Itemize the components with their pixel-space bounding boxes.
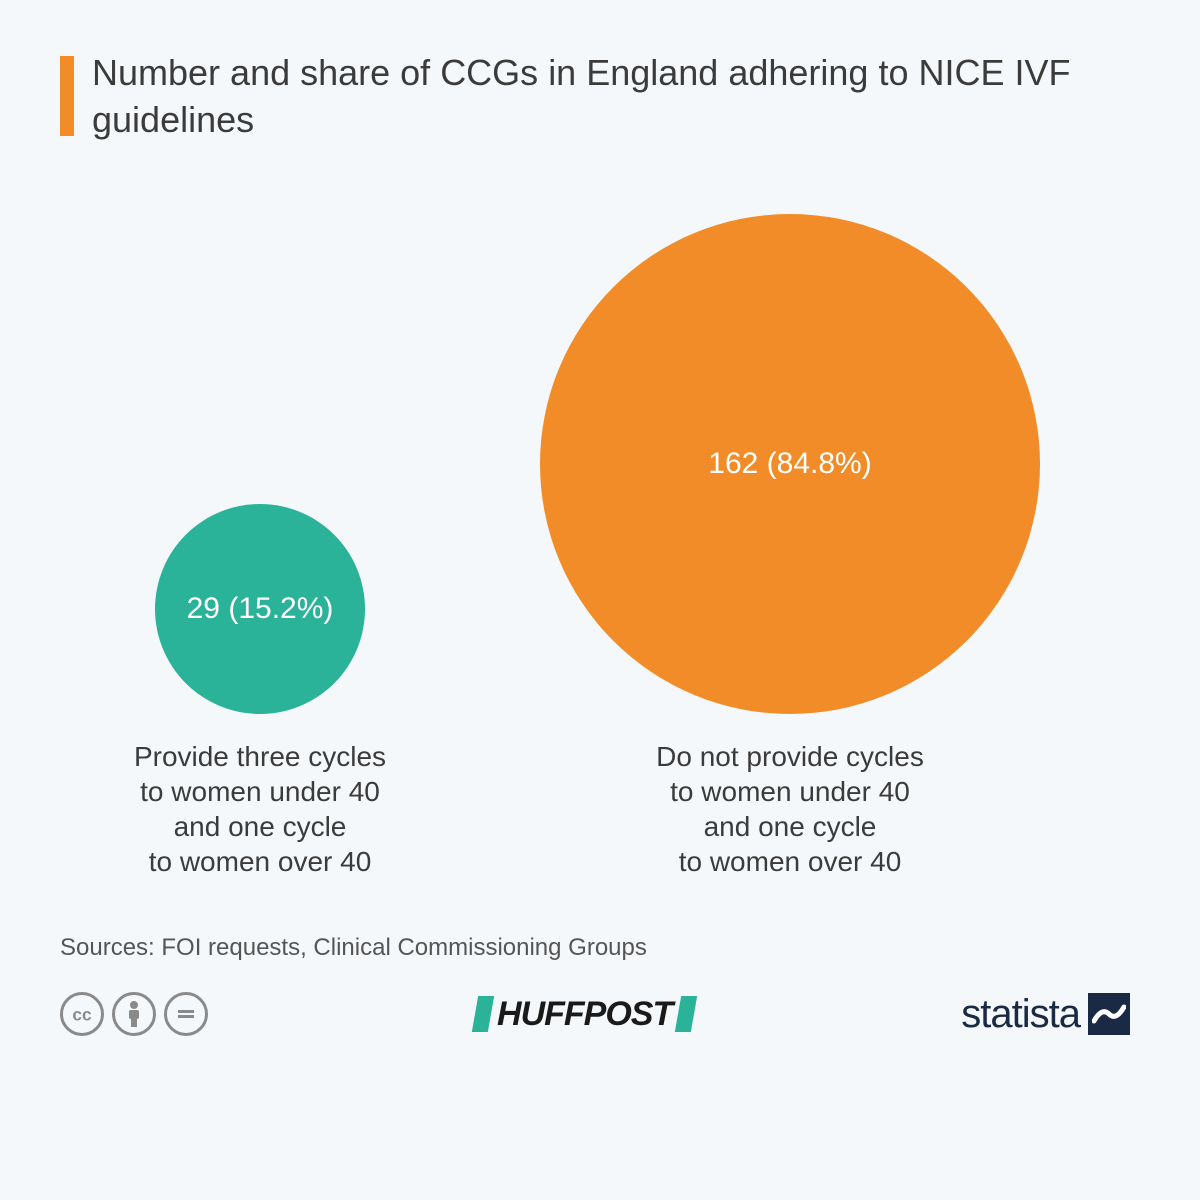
huffpost-bar-right [675, 996, 697, 1032]
bubble-chart: 29 (15.2%)Provide three cyclesto women u… [60, 184, 1140, 924]
sources-line: Sources: FOI requests, Clinical Commissi… [60, 934, 1140, 962]
statista-wave-icon [1088, 993, 1130, 1035]
bubble-value-label: 29 (15.2%) [187, 592, 334, 626]
by-icon [112, 992, 156, 1036]
cc-icon: cc [60, 992, 104, 1036]
footer: cc HUFFPOST statista [60, 992, 1140, 1037]
bubble-value-label: 162 (84.8%) [708, 447, 871, 481]
bubble-provide: 29 (15.2%) [155, 504, 365, 714]
bubble-not-provide: 162 (84.8%) [540, 214, 1040, 714]
huffpost-bar-left [472, 996, 494, 1032]
svg-text:cc: cc [72, 1005, 92, 1025]
bubble-caption-not-provide: Do not provide cyclesto women under 40an… [580, 739, 1000, 879]
nd-icon [164, 992, 208, 1036]
chart-title: Number and share of CCGs in England adhe… [92, 50, 1140, 144]
cc-license-icons: cc [60, 992, 208, 1036]
huffpost-logo: HUFFPOST [475, 995, 694, 1034]
bubble-caption-provide: Provide three cyclesto women under 40and… [50, 739, 470, 879]
title-block: Number and share of CCGs in England adhe… [60, 50, 1140, 144]
infographic-container: Number and share of CCGs in England adhe… [0, 0, 1200, 1200]
huffpost-text: HUFFPOST [497, 995, 672, 1034]
accent-bar [60, 56, 74, 136]
statista-logo: statista [961, 992, 1130, 1037]
statista-text: statista [961, 992, 1080, 1037]
